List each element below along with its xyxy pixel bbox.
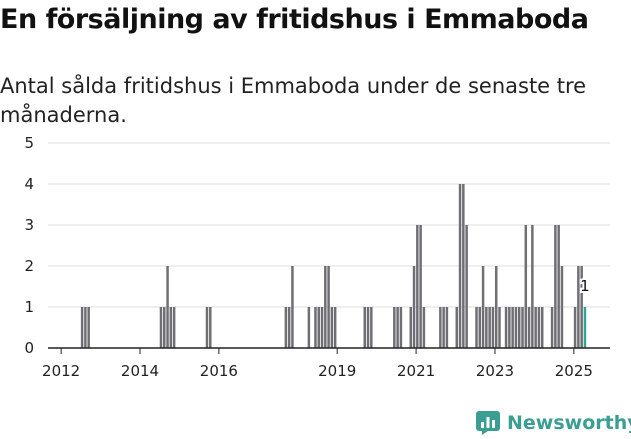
bar	[498, 307, 501, 348]
bar	[439, 307, 442, 348]
x-tick-label-2016: 2016	[200, 362, 238, 380]
bar	[327, 266, 330, 348]
y-tick-label-0: 0	[24, 339, 34, 357]
bar	[455, 307, 459, 348]
bar	[169, 307, 173, 348]
bar	[465, 225, 468, 348]
bar	[557, 225, 560, 348]
bar	[577, 266, 580, 348]
bar	[363, 307, 366, 348]
x-tick-label-2025: 2025	[555, 362, 593, 380]
bar	[554, 225, 557, 348]
bar	[462, 184, 465, 348]
bar	[399, 307, 403, 348]
bar	[396, 307, 399, 348]
bar	[159, 307, 163, 348]
bar	[84, 307, 87, 348]
bar	[534, 307, 537, 348]
bar	[504, 307, 508, 348]
bar	[481, 266, 485, 348]
x-tick-label-2023: 2023	[476, 362, 514, 380]
bar	[324, 266, 327, 348]
chart-title: En försäljning av fritidshus i Emmaboda	[0, 4, 589, 35]
bar	[307, 307, 311, 348]
newsworthy-logo[interactable]: Newsworthy	[476, 409, 631, 437]
axes: 0 1 2 3 4 5 2012 2014 2016 2019 2021 2023 2025	[24, 134, 610, 380]
bar	[330, 307, 334, 348]
bar	[550, 307, 554, 348]
annotations: 1	[578, 275, 592, 297]
bar	[314, 307, 317, 348]
bar	[491, 307, 495, 348]
bar	[508, 307, 511, 348]
highlighted-bar	[583, 307, 587, 348]
bar	[485, 307, 488, 348]
x-tick-label-2012: 2012	[42, 362, 80, 380]
bar-chart: 0 1 2 3 4 5 2012 2014 2016 2019 2021 2023 2025 1	[24, 134, 610, 380]
highlight-value-label: 1	[580, 277, 590, 295]
y-tick-label-3: 3	[24, 216, 34, 234]
bar	[517, 307, 521, 348]
bar	[531, 225, 534, 348]
bar	[412, 266, 416, 348]
bar	[166, 266, 169, 348]
bar	[488, 307, 491, 348]
bar	[524, 225, 528, 348]
y-tick-label-1: 1	[24, 298, 34, 316]
bar	[409, 307, 413, 348]
bar	[511, 307, 514, 348]
bar	[422, 307, 426, 348]
bar	[445, 307, 449, 348]
bar	[478, 307, 482, 348]
bar	[205, 307, 209, 348]
bar	[527, 307, 531, 348]
bar	[537, 307, 541, 348]
y-tick-label-2: 2	[24, 257, 34, 275]
bar	[284, 307, 288, 348]
newsworthy-bar-chart-logo-icon	[476, 411, 500, 435]
bar	[416, 225, 419, 348]
bar	[458, 184, 462, 348]
x-tick-label-2021: 2021	[397, 362, 435, 380]
bar	[287, 307, 291, 348]
bar	[521, 307, 524, 348]
bar	[317, 307, 320, 348]
bar	[370, 307, 373, 348]
x-tick-label-2014: 2014	[121, 362, 159, 380]
bar	[560, 266, 564, 348]
bar	[291, 266, 294, 348]
bar	[172, 307, 176, 348]
bar	[442, 307, 445, 348]
bar	[540, 307, 544, 348]
bar	[333, 307, 337, 348]
bar	[580, 266, 583, 348]
bar	[475, 307, 478, 348]
logo-text: Newsworthy	[507, 412, 631, 434]
bar	[366, 307, 370, 348]
bar	[163, 307, 166, 348]
y-tick-label-5: 5	[24, 134, 34, 152]
bar	[87, 307, 90, 348]
bar	[573, 307, 577, 348]
bar-series	[80, 184, 587, 348]
bar	[419, 225, 422, 348]
bar	[209, 307, 212, 348]
y-tick-label-4: 4	[24, 175, 34, 193]
bar	[320, 307, 324, 348]
bar	[80, 307, 84, 348]
bar	[494, 266, 498, 348]
chart-subtitle: Antal sålda fritidshus i Emmaboda under …	[0, 74, 587, 127]
x-tick-label-2019: 2019	[318, 362, 356, 380]
bar	[393, 307, 396, 348]
bar	[514, 307, 518, 348]
